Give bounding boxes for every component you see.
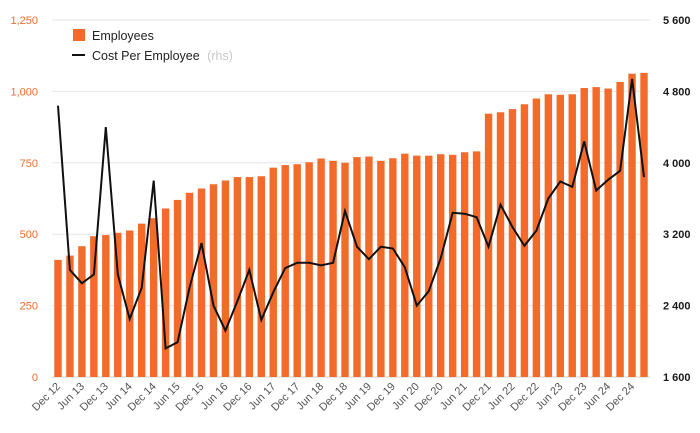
right-axis-tick-label: 5 600 <box>663 15 691 27</box>
employees-bar <box>114 232 122 377</box>
employees-bar <box>341 162 349 377</box>
employees-bar <box>401 153 409 377</box>
employees-bar <box>293 164 301 377</box>
cost-per-employee-polyline <box>57 78 645 350</box>
employees-bar <box>78 246 86 377</box>
right-axis-tick-label: 4 000 <box>663 158 691 170</box>
employees-bar <box>66 255 74 377</box>
employees-bar <box>532 98 541 377</box>
legend-cost-note: (rhs) <box>207 49 233 63</box>
right-axis-ticks: 1 600 2 400 3 200 4 000 4 800 5 600 <box>663 15 691 384</box>
employees-bar <box>173 199 182 377</box>
employees-bar <box>472 151 481 377</box>
employees-bar <box>448 154 457 377</box>
employees-bar <box>353 157 361 377</box>
employees-bar <box>616 81 624 378</box>
employees-bar <box>245 177 254 377</box>
employees-bar <box>640 72 648 377</box>
employees-bar <box>365 156 373 377</box>
employees-bar <box>544 94 553 378</box>
employees-bar <box>102 235 110 377</box>
legend: Employees Cost Per Employee (rhs) <box>72 29 233 63</box>
left-axis-tick-label: 0 <box>32 372 38 384</box>
employees-bar <box>556 94 565 377</box>
employees-bar <box>90 236 98 377</box>
employees-bar <box>197 188 206 377</box>
left-axis-tick-label: 750 <box>20 158 38 170</box>
left-axis-tick-label: 500 <box>20 229 38 241</box>
x-axis-tick-label: Dec 12 <box>30 381 63 414</box>
employees-bar <box>628 73 636 377</box>
left-axis-ticks: 0 250 500 750 1,000 1,250 <box>10 15 38 384</box>
employees-bar <box>568 94 576 378</box>
legend-employees-swatch <box>73 29 85 41</box>
employees-bar <box>317 158 325 377</box>
employees-bar <box>137 223 146 377</box>
employees-bar <box>305 162 313 377</box>
employees-bar <box>209 184 218 377</box>
employees-bar <box>580 87 588 377</box>
employees-bar <box>389 158 397 377</box>
employees-bar <box>508 109 517 377</box>
employees-bar <box>425 155 433 377</box>
employees-bar <box>221 180 230 377</box>
employees-bar <box>126 230 134 377</box>
right-axis-tick-label: 2 400 <box>663 301 691 313</box>
employees-bar <box>281 165 289 377</box>
cost-per-employee-line <box>57 78 645 350</box>
employees-bar <box>149 218 158 377</box>
employees-bar <box>436 154 445 377</box>
employees-bar <box>233 177 242 377</box>
legend-cost-text: Cost Per Employee (rhs) <box>92 49 233 63</box>
employees-bar <box>54 259 62 377</box>
employees-bar <box>604 88 612 377</box>
right-axis-tick-label: 4 800 <box>663 86 691 98</box>
right-axis-tick-label: 1 600 <box>663 372 691 384</box>
employees-bar <box>413 155 421 377</box>
legend-cost-label: Cost Per Employee <box>92 49 200 63</box>
employees-bar <box>377 160 385 377</box>
employees-bar <box>460 152 469 377</box>
left-axis-tick-label: 1,000 <box>10 86 38 98</box>
employees-bar <box>329 160 337 377</box>
legend-employees-label: Employees <box>92 29 154 43</box>
right-axis-tick-label: 3 200 <box>663 229 691 241</box>
employees-bars <box>54 72 648 378</box>
employees-bar <box>257 176 266 377</box>
employees-bar <box>161 208 170 377</box>
employees-bar <box>592 87 600 377</box>
left-axis-tick-label: 250 <box>20 301 38 313</box>
employees-bar <box>269 167 277 377</box>
employees-bar <box>496 112 505 377</box>
left-axis-tick-label: 1,250 <box>10 15 38 27</box>
employees-bar <box>520 104 529 377</box>
